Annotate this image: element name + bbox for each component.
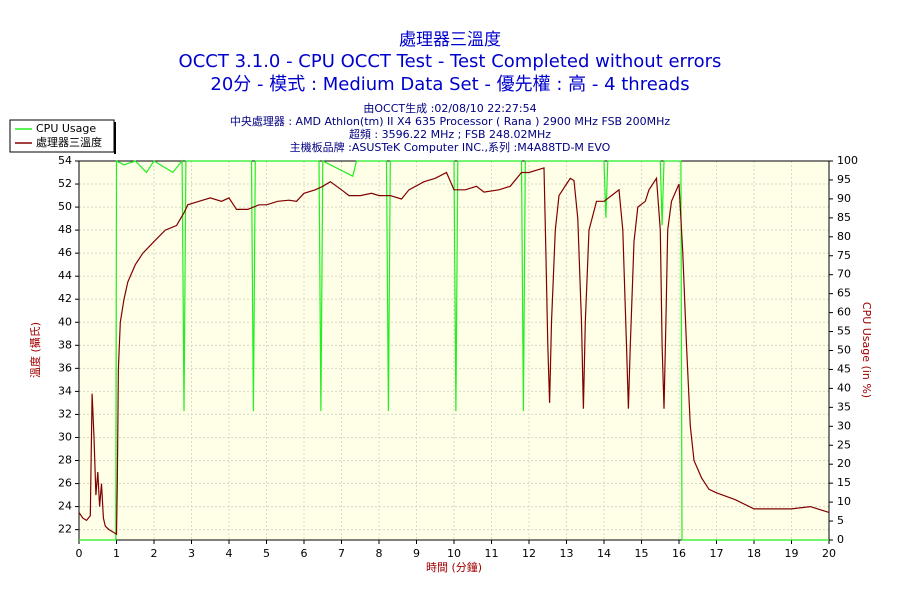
x-tick-label: 7 <box>338 547 345 560</box>
x-tick-label: 10 <box>447 547 461 560</box>
y-tick-label: 24 <box>58 500 72 513</box>
info-line: 由OCCT生成 :02/08/10 22:27:54 <box>363 101 536 115</box>
x-tick-label: 14 <box>597 547 611 560</box>
y2-axis-label: CPU Usage (in %) <box>860 302 873 398</box>
legend-shadow <box>114 122 116 154</box>
y2-tick-label: 10 <box>837 495 851 508</box>
y2-tick-label: 20 <box>837 457 851 470</box>
y-tick-label: 32 <box>58 407 72 420</box>
y2-tick-label: 60 <box>837 306 851 319</box>
x-tick-label: 0 <box>76 547 83 560</box>
x-tick-label: 5 <box>263 547 270 560</box>
data-line <box>78 167 830 536</box>
y2-tick-label: 80 <box>837 230 851 243</box>
y2-tick-label: 5 <box>837 514 844 527</box>
x-axis-label: 時間 (分鐘) <box>426 560 482 574</box>
y-tick-label: 42 <box>58 292 72 305</box>
x-tick-label: 18 <box>747 547 761 560</box>
y2-tick-label: 15 <box>837 476 851 489</box>
x-tick-label: 19 <box>785 547 799 560</box>
y2-tick-label: 85 <box>837 211 851 224</box>
legend-label: CPU Usage <box>36 122 96 135</box>
x-tick-label: 9 <box>413 547 420 560</box>
y-tick-label: 26 <box>58 477 72 490</box>
data-line <box>79 159 829 541</box>
info-line: 超頻 : 3596.22 MHz ; FSB 248.02MHz <box>349 127 551 141</box>
x-tick-label: 2 <box>151 547 158 560</box>
y2-tick-label: 30 <box>837 419 851 432</box>
y-tick-label: 36 <box>58 361 72 374</box>
y-tick-label: 52 <box>58 177 72 190</box>
x-tick-label: 16 <box>672 547 686 560</box>
x-tick-label: 3 <box>188 547 195 560</box>
y2-tick-label: 0 <box>837 533 844 546</box>
y2-tick-label: 95 <box>837 173 851 186</box>
x-tick-label: 15 <box>635 547 649 560</box>
x-tick-label: 13 <box>560 547 574 560</box>
x-tick-label: 17 <box>710 547 724 560</box>
y2-tick-label: 55 <box>837 325 851 338</box>
info-line: 主機板品牌 :ASUSTeK Computer INC.,系列 :M4A88TD… <box>290 140 611 154</box>
legend-box <box>9 119 115 153</box>
x-tick-label: 6 <box>301 547 308 560</box>
chart-title: 處理器三溫度 <box>399 30 501 50</box>
y2-tick-label: 75 <box>837 249 851 262</box>
y-tick-label: 54 <box>58 154 72 167</box>
chart-subtitle: OCCT 3.1.0 - CPU OCCT Test - Test Comple… <box>179 51 722 72</box>
y-tick-label: 48 <box>58 223 72 236</box>
info-line: 中央處理器 : AMD Athlon(tm) II X4 635 Process… <box>230 114 671 128</box>
x-tick-label: 1 <box>113 547 120 560</box>
y-tick-label: 28 <box>58 454 72 467</box>
y2-tick-label: 65 <box>837 287 851 300</box>
y2-tick-label: 70 <box>837 268 851 281</box>
x-tick-label: 11 <box>485 547 499 560</box>
y-axis-label: 溫度 (攝氏) <box>28 322 42 378</box>
y-tick-label: 50 <box>58 200 72 213</box>
y-tick-label: 40 <box>58 315 72 328</box>
y-tick-label: 44 <box>58 269 72 282</box>
y2-tick-label: 25 <box>837 438 851 451</box>
y2-tick-label: 90 <box>837 192 851 205</box>
y2-tick-label: 40 <box>837 381 851 394</box>
x-tick-label: 20 <box>822 547 836 560</box>
x-tick-label: 4 <box>226 547 233 560</box>
x-tick-label: 12 <box>522 547 536 560</box>
y2-tick-label: 45 <box>837 362 851 375</box>
y-tick-label: 22 <box>58 523 72 536</box>
x-tick-label: 8 <box>376 547 383 560</box>
y-tick-label: 30 <box>58 430 72 443</box>
y-tick-label: 46 <box>58 246 72 259</box>
y2-tick-label: 100 <box>837 154 858 167</box>
y-tick-label: 38 <box>58 338 72 351</box>
y-tick-label: 34 <box>58 384 72 397</box>
y2-tick-label: 35 <box>837 400 851 413</box>
legend-label: 處理器三溫度 <box>36 135 102 149</box>
chart-subtitle: 20分 - 模式 : Medium Data Set - 優先權 : 高 - 4… <box>210 74 689 95</box>
y2-tick-label: 50 <box>837 344 851 357</box>
